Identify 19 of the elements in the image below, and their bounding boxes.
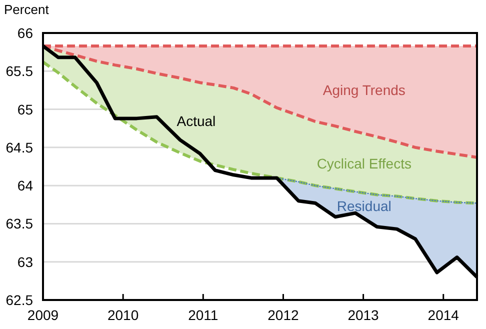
series-label: Actual	[176, 113, 216, 130]
y-tick-label: 62.5	[6, 292, 34, 308]
x-tick-label: 2012	[268, 307, 299, 323]
y-tick-label: 63.5	[6, 216, 34, 232]
y-tick-label: 65	[17, 101, 34, 118]
x-tick-label: 2010	[107, 307, 139, 323]
series-label: Cyclical Effects	[316, 155, 412, 172]
y-tick-label: 66	[17, 25, 34, 41]
x-tick-label: 2013	[348, 307, 380, 323]
x-tick-label: 2014	[428, 307, 460, 323]
series-label: Aging Trends	[322, 82, 406, 98]
x-tick-label: 2011	[188, 307, 218, 323]
y-tick-label: 63	[17, 254, 34, 270]
series-label: Residual	[336, 198, 392, 214]
y-tick-label: 64.5	[6, 139, 34, 156]
y-tick-label: 64	[17, 178, 34, 194]
y-axis-title: Percent	[4, 2, 50, 17]
x-tick-label: 2009	[27, 307, 59, 323]
y-tick-label: 65.5	[6, 63, 34, 80]
